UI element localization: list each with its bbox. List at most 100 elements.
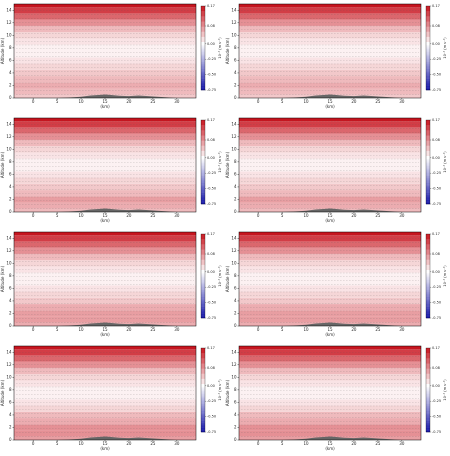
colorbar-step — [426, 405, 430, 407]
x-tick-label: 25 — [375, 99, 381, 104]
colorbar-tick-label: 0.00 — [207, 384, 215, 388]
colorbar-step — [201, 368, 205, 374]
colorbar-step — [426, 292, 430, 295]
colorbar-step — [201, 65, 205, 68]
field-band — [239, 171, 421, 178]
colorbar-step — [426, 201, 430, 203]
colorbar-step — [201, 177, 205, 179]
field-band — [239, 165, 421, 172]
colorbar-label: 10⁻² (m s⁻¹) — [443, 151, 447, 173]
field-band — [14, 38, 196, 45]
field-band — [14, 32, 196, 39]
colorbar-step — [426, 392, 430, 394]
colorbar-tick-label: 0.17 — [207, 4, 215, 8]
field-band — [239, 380, 421, 387]
field-band — [14, 51, 196, 58]
field-band — [239, 232, 421, 236]
y-tick-label: 4 — [234, 298, 237, 303]
colorbar-frame — [200, 233, 206, 319]
y-tick-label: 6 — [9, 399, 12, 404]
colorbar-step — [426, 298, 430, 300]
colorbar-step — [426, 299, 430, 302]
colorbar-step — [201, 373, 205, 379]
field-band — [239, 190, 421, 197]
colorbar-step — [201, 81, 205, 84]
colorbar-step — [426, 393, 430, 396]
y-tick-label: 6 — [234, 57, 237, 62]
colorbar-step — [201, 264, 205, 270]
colorbar-step — [201, 182, 205, 185]
field-band — [14, 4, 196, 8]
colorbar-step — [201, 300, 205, 303]
colorbar-step — [201, 281, 205, 283]
colorbar-step — [201, 420, 205, 423]
field-band — [14, 232, 196, 236]
colorbar-step — [426, 70, 430, 72]
field-band — [14, 247, 196, 254]
colorbar-step — [426, 423, 430, 426]
colorbar-step — [426, 65, 430, 68]
colorbar-step — [426, 194, 430, 196]
colorbar-tick-label: 0.08 — [207, 366, 215, 370]
colorbar-step — [201, 60, 205, 62]
colorbar-step — [201, 414, 205, 417]
colorbar-step — [201, 383, 205, 387]
x-tick-label: 15 — [327, 441, 333, 446]
colorbar-step — [426, 185, 430, 188]
colorbar-step — [426, 196, 430, 199]
colorbar-step — [201, 315, 205, 317]
x-tick-label: 5 — [56, 441, 59, 446]
colorbar-tick-label: -0.75 — [432, 430, 441, 434]
colorbar-step — [426, 315, 430, 317]
x-tick-label: 5 — [56, 213, 59, 218]
x-axis-label: (km) — [325, 104, 335, 109]
terrain — [57, 208, 177, 212]
field-band — [14, 272, 196, 279]
colorbar-step — [201, 172, 205, 175]
field-band — [14, 361, 196, 368]
y-tick-label: 12 — [6, 248, 12, 253]
field-band — [239, 346, 421, 350]
colorbar-step — [201, 192, 205, 195]
field-band — [14, 241, 196, 248]
colorbar-step — [201, 168, 205, 171]
x-tick-label: 5 — [281, 441, 284, 446]
colorbar-step — [201, 276, 205, 279]
colorbar-step — [426, 135, 430, 141]
x-axis-label: (km) — [325, 332, 335, 337]
colorbar-step — [201, 63, 205, 65]
field-band — [14, 127, 196, 134]
colorbar-step — [426, 167, 430, 169]
colorbar-step — [201, 353, 205, 359]
colorbar-tick-label: 0.00 — [432, 156, 440, 160]
colorbar-step — [201, 272, 205, 275]
colorbar-frame — [425, 5, 431, 91]
field-band — [239, 291, 421, 298]
colorbar-step — [426, 67, 430, 69]
colorbar-tick-label: -0.75 — [432, 316, 441, 320]
field-band — [14, 316, 196, 323]
colorbar-step — [426, 397, 430, 400]
colorbar-step — [201, 274, 205, 276]
colorbar-step — [201, 293, 205, 296]
terrain — [282, 208, 402, 212]
colorbar-tick-label: -0.75 — [432, 202, 441, 206]
colorbar-step — [201, 396, 205, 399]
field-band — [239, 146, 421, 153]
y-tick-label: 8 — [234, 387, 237, 392]
field-band — [239, 411, 421, 419]
colorbar-frame — [200, 5, 206, 91]
colorbar-step — [201, 313, 205, 316]
y-tick-label: 14 — [231, 7, 237, 12]
colorbar-tick-label: -0.50 — [432, 301, 441, 305]
field-band — [14, 171, 196, 178]
field-band — [239, 430, 421, 437]
colorbar-step — [201, 405, 205, 407]
colorbar-frame — [425, 233, 431, 319]
colorbar-step — [201, 145, 205, 151]
colorbar-step — [426, 162, 430, 165]
y-tick-label: 12 — [6, 362, 12, 367]
field-band — [239, 260, 421, 267]
x-tick-label: 15 — [102, 327, 108, 332]
